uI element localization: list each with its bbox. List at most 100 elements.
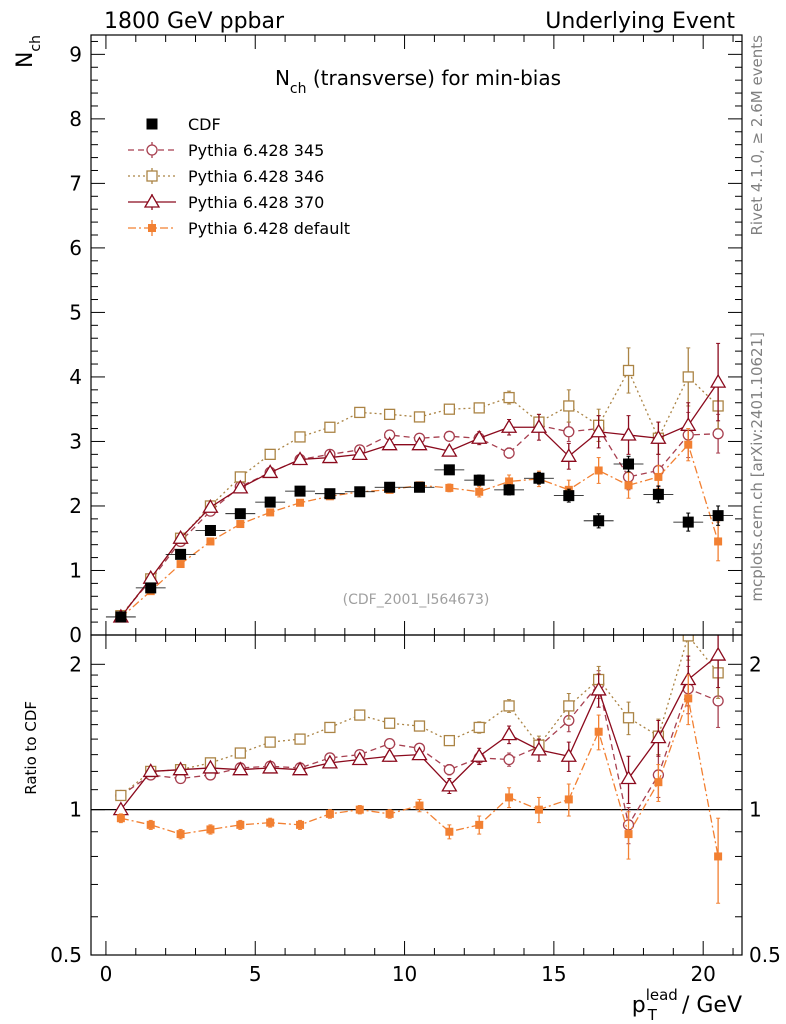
data-point [503, 447, 515, 459]
data-point [206, 825, 215, 834]
data-point [232, 479, 249, 494]
legend-marker [146, 118, 158, 130]
data-point [202, 759, 219, 774]
data-point [262, 464, 279, 479]
y-tick-label-top: 3 [69, 429, 82, 453]
y-tick-label-top: 1 [69, 558, 82, 582]
data-point [563, 700, 575, 712]
data-point [381, 436, 398, 451]
data-point [354, 709, 366, 721]
data-point [590, 423, 607, 438]
data-point [142, 763, 159, 778]
data-point [590, 681, 607, 696]
data-point [530, 418, 548, 433]
data-point [234, 508, 246, 520]
legend-label: Pythia 6.428 345 [188, 141, 324, 160]
y-tick-label-bottom-right: 2 [749, 652, 762, 676]
data-point [714, 537, 723, 546]
data-point [264, 736, 276, 748]
legend-label: Pythia 6.428 default [188, 219, 350, 238]
data-point [411, 746, 428, 761]
data-point [234, 747, 246, 759]
data-point [383, 717, 396, 729]
bottom-panel-frame [90, 634, 743, 956]
data-point [262, 759, 279, 774]
data-point [500, 418, 518, 433]
data-point [505, 477, 514, 486]
plot-title: Nch (transverse) for min-bias [275, 66, 561, 97]
data-point [594, 466, 603, 475]
legend-entry: Pythia 6.428 345 [128, 141, 324, 160]
data-point [324, 421, 336, 433]
rivet-label: Rivet 4.1.0, ≥ 2.6M events [748, 35, 766, 236]
data-point [682, 635, 694, 642]
data-point [443, 464, 455, 476]
data-point [560, 747, 577, 762]
data-point [172, 529, 189, 544]
y-tick-label-top: 7 [69, 171, 82, 195]
legend-label: CDF [188, 115, 221, 134]
data-point [383, 737, 396, 750]
data-point [116, 814, 125, 823]
data-point [176, 830, 185, 839]
data-point [620, 770, 637, 785]
data-point [441, 777, 458, 792]
y-tick-label-top: 2 [69, 494, 82, 518]
data-point [264, 448, 276, 461]
data-point [413, 411, 426, 423]
series-pythia-6-428-default [116, 674, 723, 904]
data-point [443, 764, 455, 776]
data-point [503, 753, 515, 766]
legend-entry: Pythia 6.428 default [128, 219, 350, 238]
y-tick-label-bottom-right: 1 [749, 798, 762, 822]
data-point [355, 805, 364, 814]
y-tick-label-top: 8 [69, 107, 82, 131]
x-tick-label: 10 [392, 962, 417, 986]
legend-entry: Pythia 6.428 370 [128, 193, 324, 212]
data-point [475, 820, 484, 829]
data-point [443, 403, 455, 415]
data-point [115, 789, 127, 802]
data-point [354, 486, 366, 498]
y-tick-label-bottom: 1 [69, 798, 82, 822]
data-point [321, 754, 339, 769]
data-point [351, 751, 368, 766]
y-tick-label-top: 0 [69, 623, 82, 647]
data-point [652, 488, 664, 500]
y-tick-label-bottom-right: 0.5 [749, 943, 781, 967]
y-axis-label-bottom: Ratio to CDF [22, 701, 40, 795]
data-point [534, 805, 543, 814]
legend-marker [148, 224, 156, 232]
data-point [560, 448, 577, 462]
data-point [176, 560, 185, 569]
data-point [384, 481, 396, 493]
data-point [445, 483, 454, 492]
data-point [294, 733, 306, 745]
data-point [654, 778, 663, 787]
y-axis-label-top: Nch [13, 35, 44, 68]
data-point [563, 426, 575, 438]
data-point [206, 537, 215, 546]
data-point [291, 451, 309, 466]
data-point [296, 820, 305, 829]
data-point [623, 458, 635, 470]
data-point [684, 694, 693, 703]
data-point [296, 498, 305, 507]
data-point [503, 391, 515, 404]
data-point [112, 801, 129, 816]
y-tick-label-top: 9 [69, 42, 82, 66]
data-point [443, 734, 455, 747]
data-point [146, 820, 155, 829]
y-tick-label-top: 4 [69, 365, 82, 389]
data-point [684, 440, 693, 449]
data-point [415, 801, 424, 810]
data-point [500, 726, 518, 741]
data-point [294, 485, 306, 497]
data-point [650, 429, 667, 444]
data-point [624, 481, 633, 490]
data-point [381, 747, 398, 762]
data-point [533, 472, 545, 484]
data-point [321, 449, 339, 464]
analysis-id: (CDF_2001_I564673) [343, 592, 490, 608]
x-axis-label: plead T / GeV [632, 986, 742, 1024]
